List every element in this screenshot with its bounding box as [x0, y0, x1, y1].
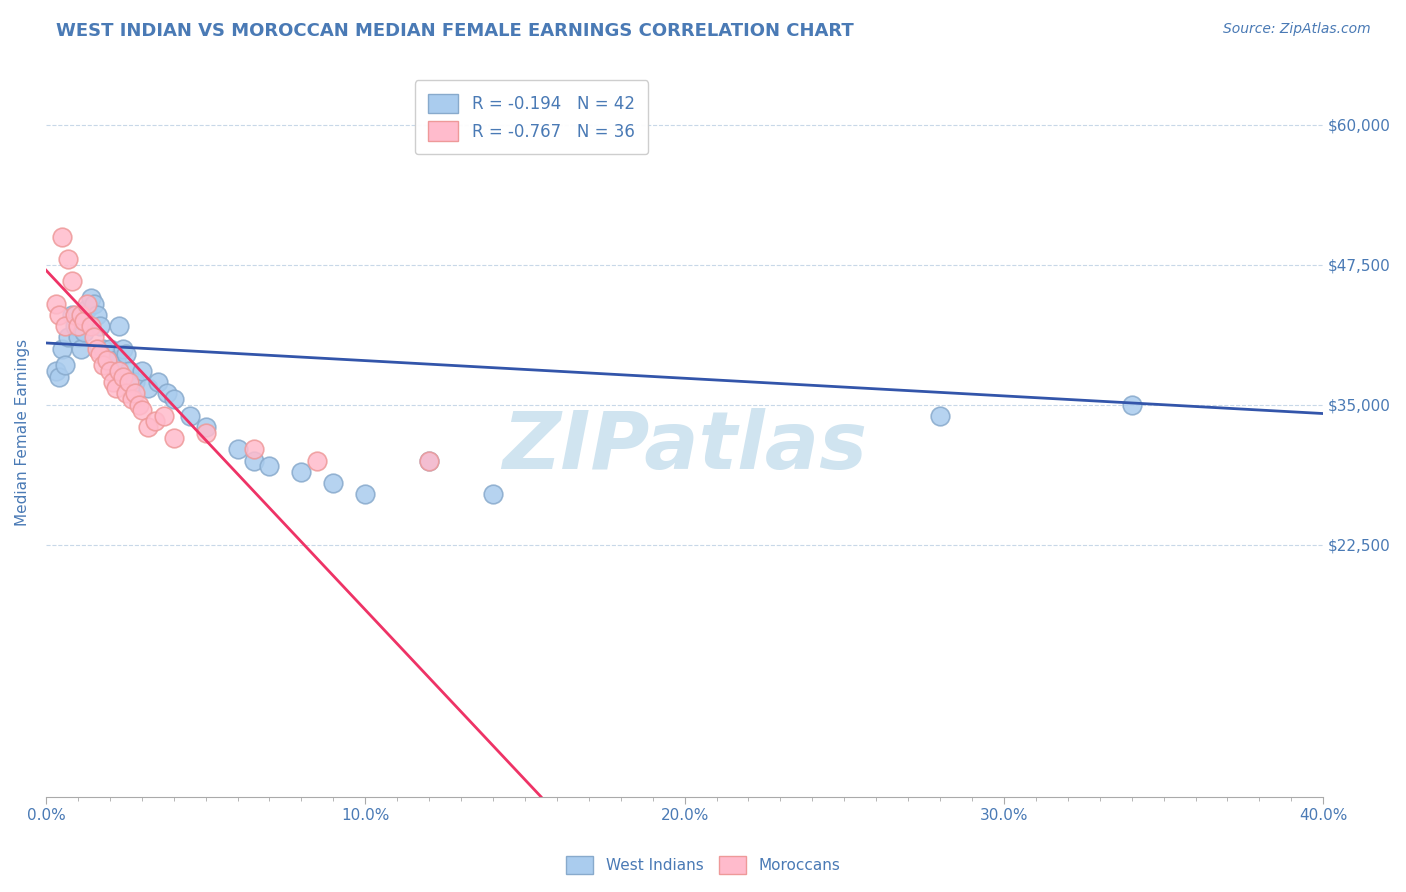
- Point: [45, 297, 67, 311]
- Point: [96, 352, 118, 367]
- Point: [70, 308, 93, 322]
- Point: [194, 425, 217, 440]
- Text: WEST INDIAN VS MOROCCAN MEDIAN FEMALE EARNINGS CORRELATION CHART: WEST INDIAN VS MOROCCAN MEDIAN FEMALE EA…: [56, 22, 853, 40]
- Point: [322, 475, 344, 490]
- Point: [66, 330, 89, 344]
- Point: [66, 319, 89, 334]
- Legend: R = -0.194   N = 42, R = -0.767   N = 36: R = -0.194 N = 42, R = -0.767 N = 36: [415, 80, 648, 154]
- Point: [93, 359, 115, 373]
- Point: [307, 453, 329, 467]
- Point: [226, 442, 249, 457]
- Point: [86, 308, 108, 322]
- Point: [114, 386, 136, 401]
- Point: [242, 453, 264, 467]
- Point: [124, 375, 146, 389]
- Point: [63, 308, 86, 322]
- Point: [163, 392, 186, 406]
- Point: [79, 319, 101, 334]
- Point: [114, 347, 136, 361]
- Point: [111, 369, 134, 384]
- Point: [290, 465, 312, 479]
- Point: [53, 319, 76, 334]
- Text: Source: ZipAtlas.com: Source: ZipAtlas.com: [1223, 22, 1371, 37]
- Point: [48, 308, 70, 322]
- Point: [89, 347, 111, 361]
- Point: [93, 342, 115, 356]
- Point: [96, 352, 118, 367]
- Point: [108, 364, 131, 378]
- Point: [111, 342, 134, 356]
- Point: [136, 381, 159, 395]
- Point: [1121, 398, 1143, 412]
- Point: [51, 342, 73, 356]
- Point: [76, 297, 98, 311]
- Point: [79, 291, 101, 305]
- Point: [124, 386, 146, 401]
- Point: [73, 313, 96, 327]
- Point: [70, 342, 93, 356]
- Point: [105, 381, 128, 395]
- Point: [60, 274, 83, 288]
- Point: [101, 359, 124, 373]
- Point: [418, 453, 440, 467]
- Point: [153, 409, 176, 423]
- Point: [83, 330, 105, 344]
- Point: [242, 442, 264, 457]
- Point: [63, 319, 86, 334]
- Point: [131, 403, 153, 417]
- Y-axis label: Median Female Earnings: Median Female Earnings: [15, 339, 30, 526]
- Point: [60, 308, 83, 322]
- Point: [58, 330, 80, 344]
- Point: [98, 342, 121, 356]
- Point: [45, 364, 67, 378]
- Point: [194, 420, 217, 434]
- Point: [146, 375, 169, 389]
- Point: [118, 375, 141, 389]
- Point: [179, 409, 201, 423]
- Point: [86, 342, 108, 356]
- Point: [76, 302, 98, 317]
- Point: [121, 392, 143, 406]
- Point: [48, 369, 70, 384]
- Point: [163, 431, 186, 445]
- Point: [136, 420, 159, 434]
- Point: [58, 252, 80, 266]
- Point: [98, 364, 121, 378]
- Point: [156, 386, 179, 401]
- Point: [89, 319, 111, 334]
- Point: [53, 359, 76, 373]
- Point: [101, 375, 124, 389]
- Point: [128, 398, 150, 412]
- Point: [118, 364, 141, 378]
- Point: [131, 364, 153, 378]
- Point: [418, 453, 440, 467]
- Point: [143, 414, 166, 428]
- Point: [108, 319, 131, 334]
- Legend: West Indians, Moroccans: West Indians, Moroccans: [560, 850, 846, 880]
- Point: [73, 325, 96, 339]
- Point: [51, 229, 73, 244]
- Point: [482, 487, 505, 501]
- Point: [83, 297, 105, 311]
- Point: [929, 409, 952, 423]
- Text: ZIPatlas: ZIPatlas: [502, 409, 868, 486]
- Point: [354, 487, 377, 501]
- Point: [105, 352, 128, 367]
- Point: [259, 459, 281, 474]
